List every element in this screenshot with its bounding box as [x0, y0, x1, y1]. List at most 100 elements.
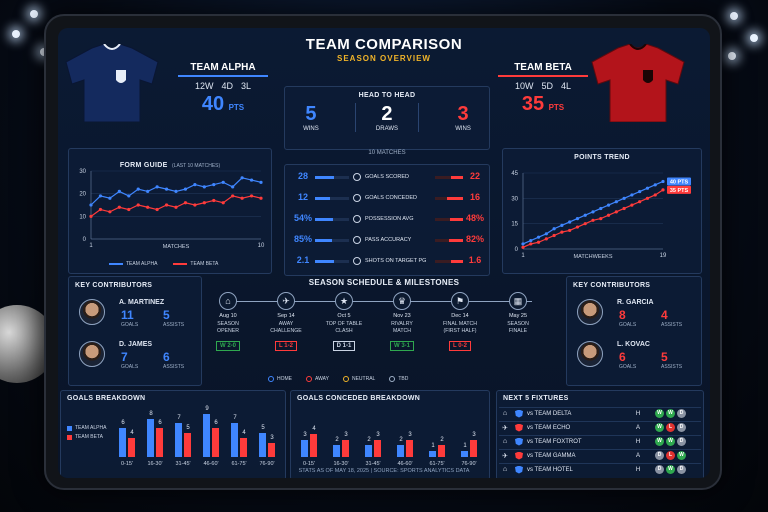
bar-value-alpha: 9 — [205, 405, 209, 412]
data-point — [127, 207, 131, 212]
data-point — [599, 206, 603, 211]
legend-alpha: TEAM ALPHA — [109, 261, 157, 267]
x-tick-label: 0-15' — [120, 461, 134, 467]
y-tick-label: 0 — [83, 237, 87, 243]
fixture-venue: H — [635, 438, 641, 445]
team-alpha-jersey — [65, 44, 159, 122]
legend-beta: TEAM BETA — [67, 434, 106, 440]
data-point — [98, 207, 103, 212]
goals-label: GOALS — [619, 322, 637, 328]
milestone[interactable]: ♛ Nov 23 RIVALRY MATCH W 3-1 — [382, 292, 422, 352]
stat-beta-bar — [449, 239, 463, 242]
stat-beta-track — [435, 218, 463, 221]
fixture-opponent: vs TEAM ECHO — [527, 424, 571, 431]
h2h-beta-wins: 3 — [457, 103, 469, 125]
form-badge: D — [677, 465, 686, 474]
milestone[interactable]: ⚑ Dec 14 FINAL MATCH (FIRST HALF) L 0-2 — [440, 292, 480, 352]
stat-beta-value: 16 — [469, 192, 480, 202]
bar-alpha — [429, 451, 436, 457]
conceded-breakdown-title: GOALS CONCEDED BREAKDOWN — [297, 395, 421, 402]
goals-label: GOALS — [619, 364, 637, 370]
data-point — [529, 242, 533, 246]
home-icon: ⌂ — [502, 438, 508, 445]
milestone-date: Dec 14 — [451, 313, 469, 319]
stat-label: PASS ACCURACY — [365, 237, 412, 243]
milestone-date: Sep 14 — [277, 313, 295, 319]
stat-alpha-bar — [315, 176, 335, 179]
bar-value-alpha: 7 — [233, 415, 237, 422]
data-point — [591, 218, 595, 222]
stat-beta-track — [435, 197, 463, 200]
fixture-opponent: vs TEAM GAMMA — [527, 452, 576, 459]
stat-alpha-value: 2.1 — [296, 255, 310, 265]
fixture-opponent: vs TEAM FOXTROT — [527, 438, 582, 445]
milestone-name: FINAL MATCH (FIRST HALF) — [442, 321, 477, 334]
bar-beta — [438, 445, 445, 457]
milestone[interactable]: ▦ May 25 SEASON FINALE — [498, 292, 538, 334]
player-goals: 8 — [619, 308, 626, 322]
x-tick-label: 61-75' — [231, 461, 247, 467]
fixture-row[interactable]: ⌂ vs TEAM HOTEL H D W D — [499, 463, 701, 475]
stadium-light — [730, 12, 738, 20]
player-assists: 4 — [661, 308, 668, 322]
milestone[interactable]: ⌂ Aug 10 SEASON OPENER W 2-0 — [208, 292, 248, 352]
avatar — [577, 299, 603, 325]
y-tick-label: 45 — [511, 171, 518, 177]
x-tick-label: 16-30' — [147, 461, 163, 467]
bar-value-alpha: 2 — [335, 437, 339, 444]
data-point — [630, 193, 634, 197]
data-point — [146, 189, 150, 193]
data-point — [89, 214, 93, 218]
form-badge: D — [677, 423, 686, 432]
milestone-name: SEASON FINALE — [507, 321, 529, 334]
milestone-date: Nov 23 — [393, 313, 411, 319]
milestone[interactable]: ✈ Sep 14 AWAY CHALLENGE L 1-2 — [266, 292, 306, 352]
milestone-date: Aug 10 — [219, 313, 237, 319]
player-assists: 6 — [163, 350, 170, 364]
data-point — [552, 233, 556, 238]
fixture-row[interactable]: ✈ vs TEAM ECHO A W L D — [499, 421, 701, 433]
milestone[interactable]: ★ Oct 5 TOP OF TABLE CLASH D 1-1 — [324, 292, 364, 352]
stat-alpha-track — [315, 197, 349, 200]
x-tick-label: 46-60' — [397, 461, 413, 467]
bar-value-beta: 3 — [270, 434, 274, 441]
fixture-row[interactable]: ⌂ vs TEAM FOXTROT H W W D — [499, 435, 701, 447]
goals-label: GOALS — [121, 322, 139, 328]
bar-alpha — [259, 433, 266, 457]
milestone-result: L 1-2 — [275, 341, 297, 351]
h2h-beta-label: WINS — [455, 126, 471, 132]
ball-icon — [353, 173, 361, 181]
data-point — [529, 238, 533, 243]
form-badge: D — [655, 465, 664, 474]
milestone-date: Oct 5 — [337, 313, 351, 319]
data-point — [202, 185, 206, 189]
x-tick-label: 76-90' — [259, 461, 275, 467]
bar-value-beta: 3 — [376, 431, 380, 438]
data-point — [653, 193, 657, 197]
data-point — [606, 213, 611, 217]
data-point — [645, 196, 650, 200]
stat-alpha-value: 28 — [297, 171, 308, 181]
stat-alpha-bar — [315, 197, 330, 200]
stat-alpha-bar — [315, 218, 334, 221]
stat-alpha-track — [315, 176, 349, 179]
stat-beta-value: 48% — [465, 213, 484, 223]
data-point — [249, 194, 254, 198]
fixture-row[interactable]: ⌂ vs TEAM DELTA H W W D — [499, 407, 701, 419]
home-icon: ⌂ — [502, 466, 508, 473]
fixture-row[interactable]: ✈ vs TEAM GAMMA A D L W — [499, 449, 701, 461]
milestone-result: W 3-1 — [389, 341, 414, 351]
h2h-footer: 10 MATCHES — [368, 150, 406, 156]
x-tick-label: 16-30' — [333, 461, 349, 467]
x-tick-label: 0-15' — [302, 461, 316, 467]
bar-value-alpha: 2 — [367, 437, 371, 444]
form-guide-chart: 0 10 20 30 1 10 MATCHES — [79, 169, 265, 250]
data-point — [544, 237, 548, 241]
data-point — [583, 213, 587, 217]
page-subtitle: SEASON OVERVIEW — [337, 54, 431, 63]
stadium-light — [30, 10, 38, 18]
data-point — [599, 217, 603, 221]
stat-beta-value: 82% — [465, 234, 484, 244]
data-point — [117, 205, 121, 209]
stadium-light — [12, 30, 20, 38]
